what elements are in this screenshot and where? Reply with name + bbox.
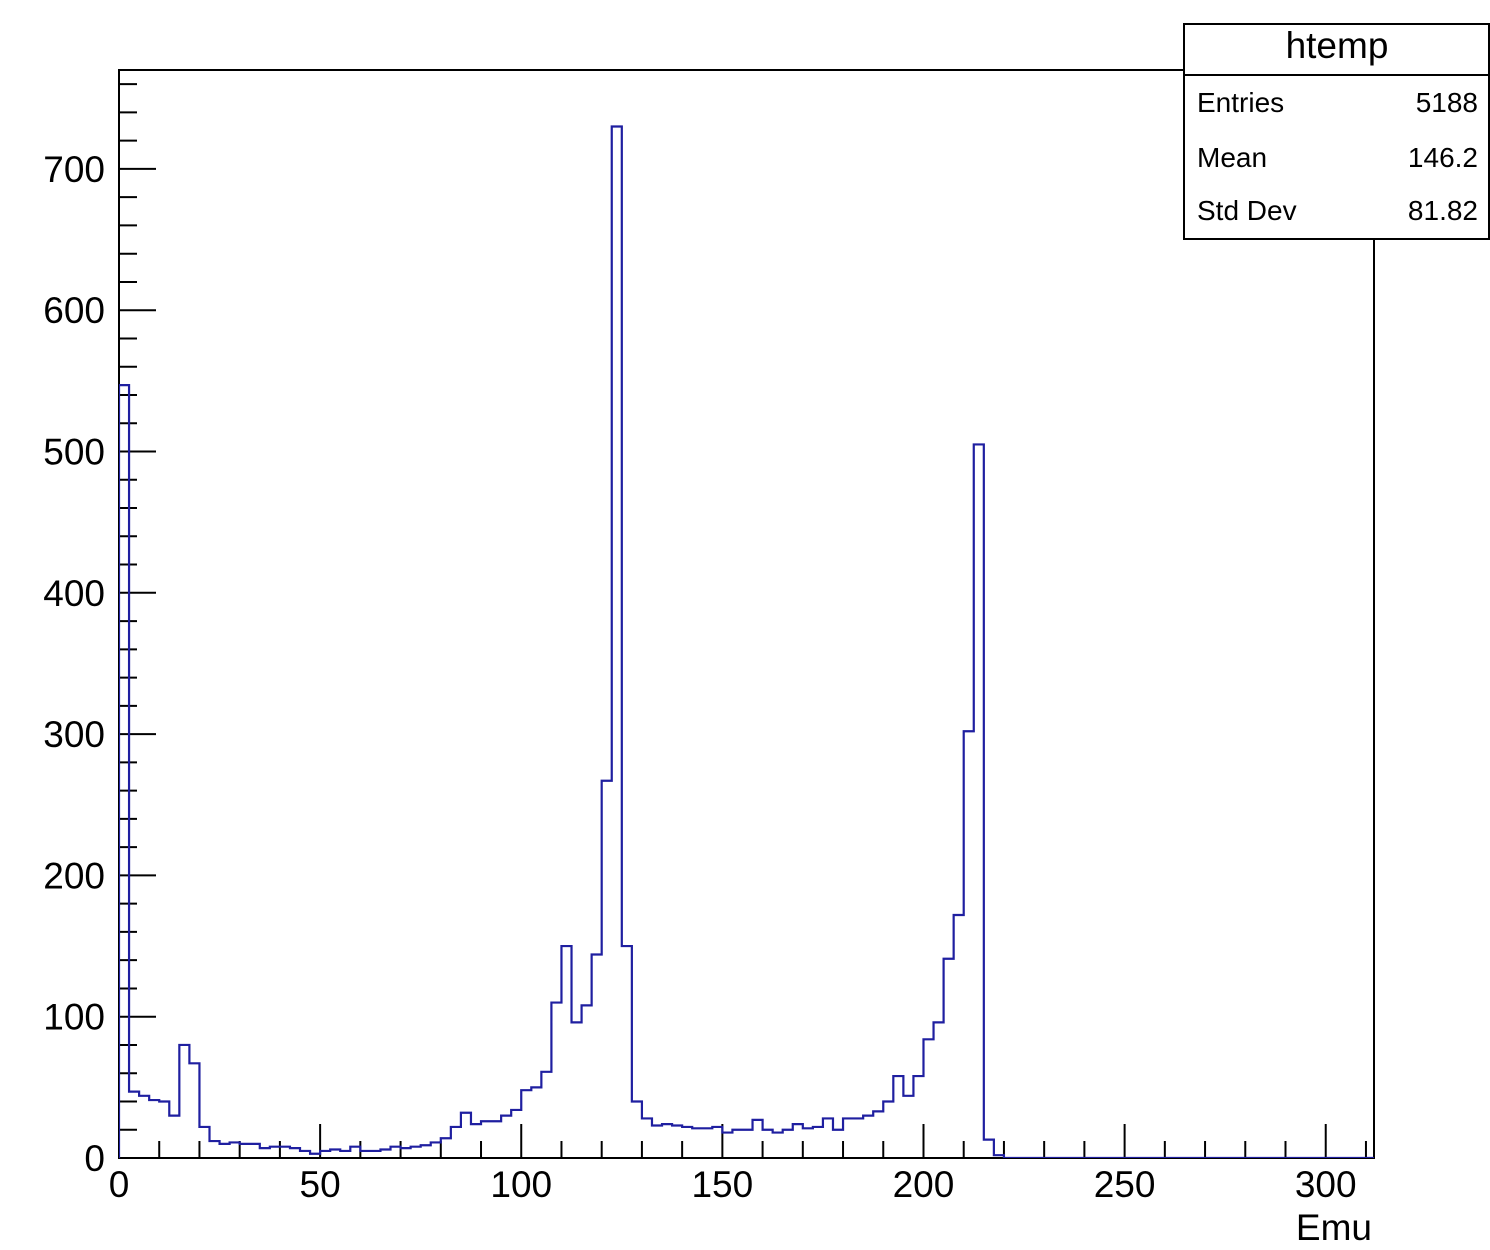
stats-mean-value: 146.2 [1408,142,1478,173]
stats-stddev-value: 81.82 [1408,195,1478,226]
y-tick-label: 600 [43,290,105,331]
stats-box-frame [1183,23,1490,240]
y-tick-label: 400 [43,573,105,614]
x-tick-label: 250 [1094,1164,1156,1205]
y-tick-label: 200 [43,855,105,896]
x-axis-title: Emu [1296,1207,1372,1248]
stats-mean-label: Mean [1197,142,1267,173]
histogram-series-line [119,125,1374,1158]
x-tick-label: 150 [691,1164,753,1205]
stats-entries-label: Entries [1197,87,1284,118]
y-axis-ticks [119,83,156,1159]
x-tick-label: 200 [893,1164,955,1205]
x-tick-label: 0 [109,1164,130,1205]
x-tick-label: 100 [490,1164,552,1205]
y-tick-label: 300 [43,714,105,755]
x-tick-label: 300 [1295,1164,1357,1205]
stats-stddev-label: Std Dev [1197,195,1297,226]
y-tick-label: 500 [43,432,105,473]
y-tick-label: 700 [43,149,105,190]
y-tick-label: 0 [84,1138,105,1179]
x-tick-label: 50 [300,1164,341,1205]
stats-entries-value: 5188 [1416,87,1478,118]
y-tick-label: 100 [43,997,105,1038]
x-axis-tick-labels: 0 50 100 150 200 250 300 [109,1164,1357,1205]
y-axis-tick-labels: 0 100 200 300 400 500 600 700 [43,149,105,1179]
stats-box-title: htemp [1286,25,1389,66]
stats-box: htemp Entries 5188 Mean 146.2 Std Dev 81… [1183,23,1490,240]
